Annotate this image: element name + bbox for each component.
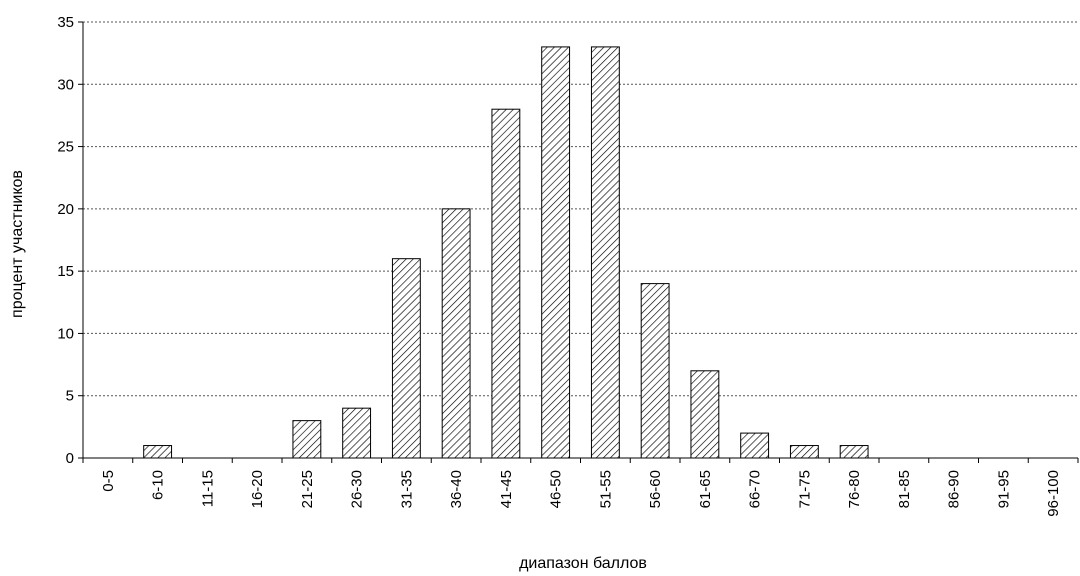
- bars: [143, 46, 869, 459]
- bar: [491, 108, 521, 459]
- y-tick-label: 0: [66, 450, 74, 467]
- bar: [342, 407, 372, 459]
- x-tick-label: 96-100: [1045, 470, 1062, 517]
- y-tick-labels: 0 5 10 15 20 25 30 35: [57, 14, 74, 467]
- bar: [441, 208, 471, 459]
- axes: [78, 21, 1079, 463]
- y-tick-label: 30: [57, 76, 74, 93]
- x-tick-label: 46-50: [548, 470, 565, 508]
- bar: [541, 46, 571, 459]
- x-tick-label: 31-35: [398, 470, 415, 508]
- x-tick-label: 81-85: [896, 470, 913, 508]
- x-tick-label: 86-90: [946, 470, 963, 508]
- bar: [690, 370, 720, 459]
- bar: [292, 420, 322, 459]
- x-tick-label: 51-55: [597, 470, 614, 508]
- y-axis-title: процент участников: [9, 170, 26, 318]
- x-tick-label: 16-20: [249, 470, 266, 508]
- x-tick-label: 71-75: [796, 470, 813, 508]
- y-tick-label: 10: [57, 325, 74, 342]
- x-tick-label: 76-80: [846, 470, 863, 508]
- bar: [789, 445, 819, 459]
- bar: [143, 445, 173, 459]
- bar: [590, 46, 620, 459]
- x-tick-label: 56-60: [647, 470, 664, 508]
- bar: [839, 445, 869, 459]
- y-tick-label: 5: [66, 388, 74, 405]
- bar: [391, 258, 421, 459]
- x-tick-label: 41-45: [498, 470, 515, 508]
- x-tick-label: 6-10: [150, 470, 167, 500]
- y-tick-label: 20: [57, 201, 74, 218]
- y-tick-label: 15: [57, 263, 74, 280]
- x-tick-label: 11-15: [199, 470, 216, 507]
- x-tick-label: 0-5: [100, 470, 117, 492]
- gridlines: [83, 21, 1078, 397]
- x-tick-label: 21-25: [299, 470, 316, 508]
- x-tick-labels: 0-5 6-10 11-15 16-20 21-25 26-30 31-35 36-40 41-…: [100, 470, 1062, 517]
- bar: [740, 432, 770, 459]
- x-tick-label: 91-95: [995, 470, 1012, 508]
- x-axis-title: диапазон баллов: [519, 555, 647, 572]
- x-tick-label: 36-40: [448, 470, 465, 508]
- x-tick-label: 61-65: [697, 470, 714, 508]
- y-tick-label: 25: [57, 139, 74, 156]
- bar: [640, 283, 670, 459]
- y-tick-label: 35: [57, 14, 74, 31]
- x-tick-label: 66-70: [747, 470, 764, 508]
- x-tick-label: 26-30: [349, 470, 366, 508]
